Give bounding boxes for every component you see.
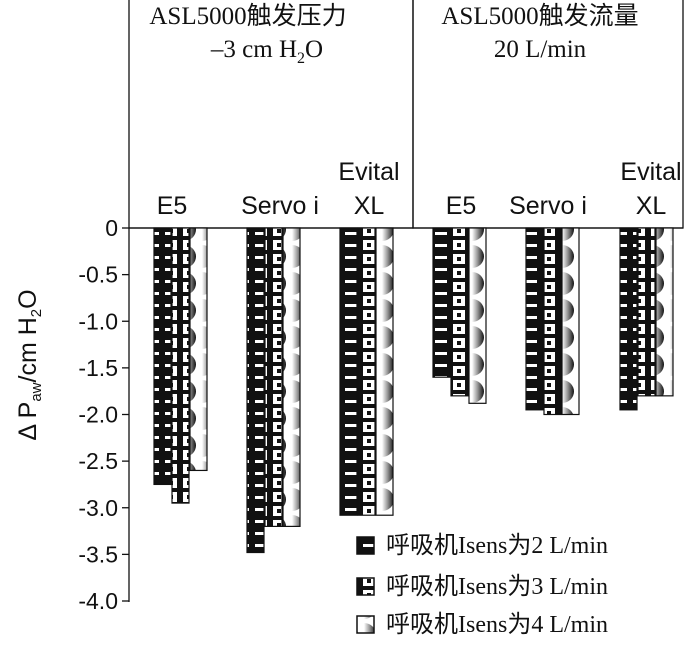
y-tick-label: 0 <box>105 215 118 241</box>
bar-squares <box>171 227 190 504</box>
category-label: E5 <box>157 192 188 220</box>
bar-squares <box>357 227 376 516</box>
bar-halfmoon <box>282 227 301 527</box>
panel-title-right-line1: ASL5000触发流量 <box>441 2 638 30</box>
bar-stripes <box>525 227 544 411</box>
legend-swatch-halfmoon <box>356 615 375 634</box>
y-tick-label: -1.5 <box>78 355 118 381</box>
y-tick-label: -2.5 <box>78 448 118 474</box>
category-label: Servo i <box>509 192 587 220</box>
y-tick-label: -1.0 <box>78 308 118 334</box>
y-tick-label: -4.0 <box>78 588 118 614</box>
bar-stripes <box>153 227 172 486</box>
bar-stripes <box>246 227 265 554</box>
y-tick-label: -3.0 <box>78 495 118 521</box>
y-axis-label: Δ Paw/cm H2O <box>14 289 45 440</box>
legend-label: 呼吸机Isens为3 L/min <box>386 573 608 600</box>
bar-stripes <box>432 227 451 378</box>
panel-title-left-line1: ASL5000触发压力 <box>149 2 346 30</box>
bar-halfmoon <box>189 227 208 472</box>
panel-title-left-line2: –3 cm H2O <box>210 36 323 67</box>
category-label: E5 <box>446 192 477 220</box>
category-label: XL <box>636 192 667 220</box>
bar-squares <box>637 227 656 397</box>
category-label: Evital <box>338 158 399 186</box>
category-label: XL <box>354 192 385 220</box>
bar-halfmoon <box>561 227 580 416</box>
bar-halfmoon <box>655 227 674 397</box>
y-tick-label: -0.5 <box>78 262 118 288</box>
bar-stripes <box>619 227 638 411</box>
legend-swatch-squares <box>356 577 375 596</box>
y-tick-label: -2.0 <box>78 402 118 428</box>
panel-title-right-line2: 20 L/min <box>494 36 587 63</box>
bar-halfmoon <box>468 227 487 404</box>
category-label: Servo i <box>241 192 319 220</box>
legend-swatch-stripes <box>356 536 375 555</box>
bar-squares <box>264 227 283 527</box>
legend-label: 呼吸机Isens为4 L/min <box>386 611 608 638</box>
category-label: Evital <box>620 158 681 186</box>
legend-label: 呼吸机Isens为2 L/min <box>386 532 608 559</box>
bar-squares <box>450 227 469 397</box>
bar-halfmoon <box>375 227 394 516</box>
bar-stripes <box>339 227 358 516</box>
bar-squares <box>543 227 562 416</box>
y-tick-label: -3.5 <box>78 541 118 567</box>
